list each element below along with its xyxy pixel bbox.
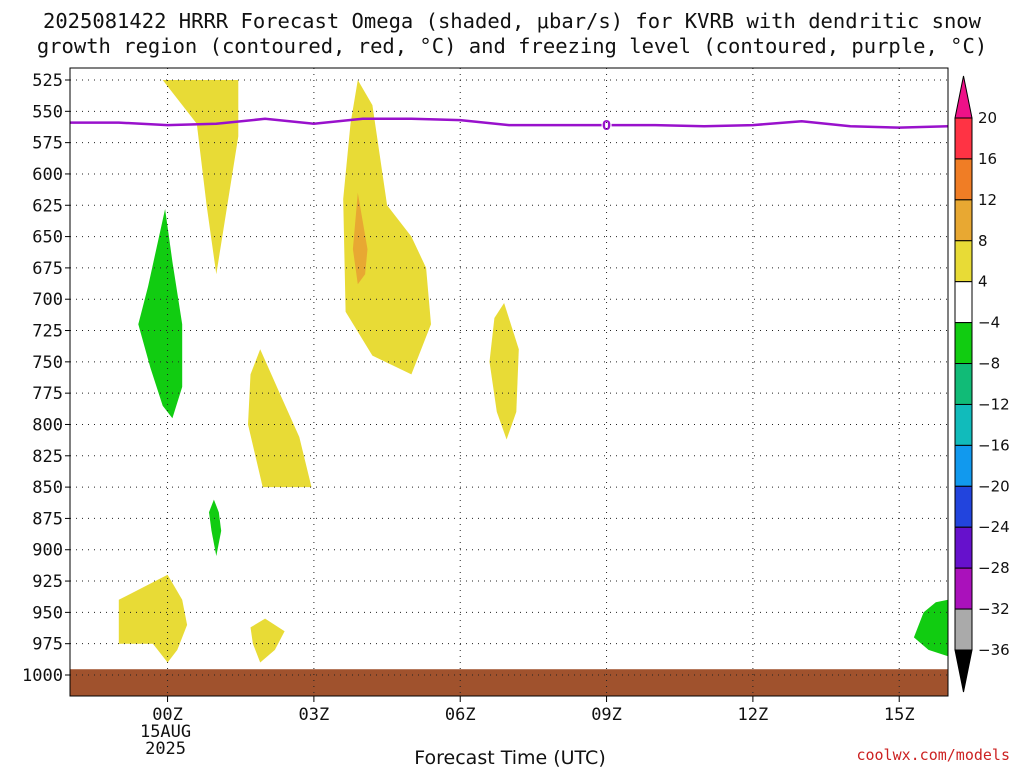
colorbar-label-11: −28 [978, 559, 1010, 577]
x-tick-sublabel-00Z-1: 2025 [145, 739, 186, 759]
colorbar-label-5: −4 [978, 314, 1000, 332]
plot-frame [69, 67, 949, 697]
omega-region-3 [248, 349, 312, 488]
colorbar-band-6 [954, 363, 973, 405]
colorbar-band-8 [954, 444, 973, 487]
x-tick-label-09Z: 09Z [591, 705, 622, 725]
x-tick-label-03Z: 03Z [299, 705, 330, 725]
x-axis-label: Forecast Time (UTC) [414, 747, 605, 768]
axes: 525 550 575 600 625 650 675 700 725 750 775 800 825 8… [22, 67, 949, 759]
colorbar-band-9 [954, 485, 973, 528]
colorbar-band-3 [954, 240, 973, 283]
omega-region-7 [138, 209, 183, 419]
freezing-level-line [70, 117, 948, 129]
y-tick-label-775: 775 [32, 384, 63, 404]
colorbar-label-9: −20 [978, 477, 1010, 495]
plot-inner: 0 [70, 80, 948, 696]
colorbar-band-5 [954, 322, 973, 365]
omega-region-1 [343, 80, 431, 375]
freezing-level-label: 0 [602, 119, 611, 134]
y-tick-label-950: 950 [32, 603, 63, 623]
colorbar-band-1 [954, 158, 973, 201]
colorbar-top-arrow [954, 75, 973, 119]
colorbar-label-10: −24 [978, 518, 1010, 536]
x-tick-sublabel-00Z-0: 15AUG [140, 722, 191, 742]
omega-region-0 [162, 80, 239, 275]
y-tick-label-1000: 1000 [22, 666, 63, 686]
colorbar-label-3: 8 [978, 232, 988, 250]
colorbar-band-2 [954, 199, 973, 242]
freezing-level-label-bg [601, 118, 612, 133]
x-tick-label-06Z: 06Z [445, 705, 476, 725]
chart-title-line-1: 2025081422 HRRR Forecast Omega (shaded, … [43, 9, 982, 33]
omega-region-4 [489, 303, 519, 440]
y-tick-label-975: 975 [32, 635, 63, 655]
colorbar-label-1: 16 [978, 150, 997, 168]
omega-region-8 [209, 499, 222, 556]
y-tick-label-800: 800 [32, 415, 63, 435]
colorbar-bottom-arrow [954, 649, 973, 693]
colorbar-label-2: 12 [978, 191, 997, 209]
grid-lines [70, 68, 948, 696]
credit-text: coolwx.com/models [856, 746, 1010, 764]
colorbar-label-7: −12 [978, 395, 1010, 413]
colorbar-band-12 [954, 608, 973, 651]
plot-area: 0 [70, 80, 948, 696]
y-tick-label-525: 525 [32, 71, 63, 91]
y-tick-label-925: 925 [32, 572, 63, 592]
colorbar-label-6: −8 [978, 355, 1000, 373]
y-tick-label-850: 850 [32, 478, 63, 498]
colorbar-band-10 [954, 526, 973, 569]
colorbar-band-4 [954, 281, 973, 324]
colorbar-label-8: −16 [978, 436, 1010, 454]
y-tick-label-875: 875 [32, 509, 63, 529]
y-tick-label-825: 825 [32, 447, 63, 467]
x-tick-label-12Z: 12Z [738, 705, 769, 725]
omega-region-2 [352, 192, 368, 285]
chart-title-line-2: growth region (contoured, red, °C) and f… [37, 34, 987, 58]
y-tick-label-900: 900 [32, 541, 63, 561]
y-tick-label-625: 625 [32, 196, 63, 216]
colorbar-label-0: 20 [978, 109, 997, 127]
omega-region-6 [250, 618, 285, 663]
y-tick-label-650: 650 [32, 228, 63, 248]
y-tick-label-750: 750 [32, 353, 63, 373]
x-tick-label-00Z: 00Z [152, 705, 183, 725]
x-tick-label-15Z: 15Z [884, 705, 915, 725]
y-tick-label-675: 675 [32, 259, 63, 279]
omega-region-5 [118, 574, 188, 663]
y-tick-label-550: 550 [32, 102, 63, 122]
y-tick-label-725: 725 [32, 322, 63, 342]
colorbar-label-13: −36 [978, 641, 1010, 659]
colorbar-label-12: −32 [978, 600, 1010, 618]
y-tick-label-575: 575 [32, 134, 63, 154]
colorbar-band-11 [954, 567, 973, 610]
colorbar-band-7 [954, 403, 973, 446]
omega-region-9 [913, 599, 948, 657]
colorbar-label-4: 4 [978, 273, 988, 291]
y-tick-label-600: 600 [32, 165, 63, 185]
y-tick-label-700: 700 [32, 290, 63, 310]
colorbar: 20 16 12 8 4 −4 −8 −12 −16 −20 −24 −28 −32 −36 [954, 75, 1010, 693]
ground-strip [70, 669, 948, 696]
colorbar-band-0 [954, 117, 973, 160]
